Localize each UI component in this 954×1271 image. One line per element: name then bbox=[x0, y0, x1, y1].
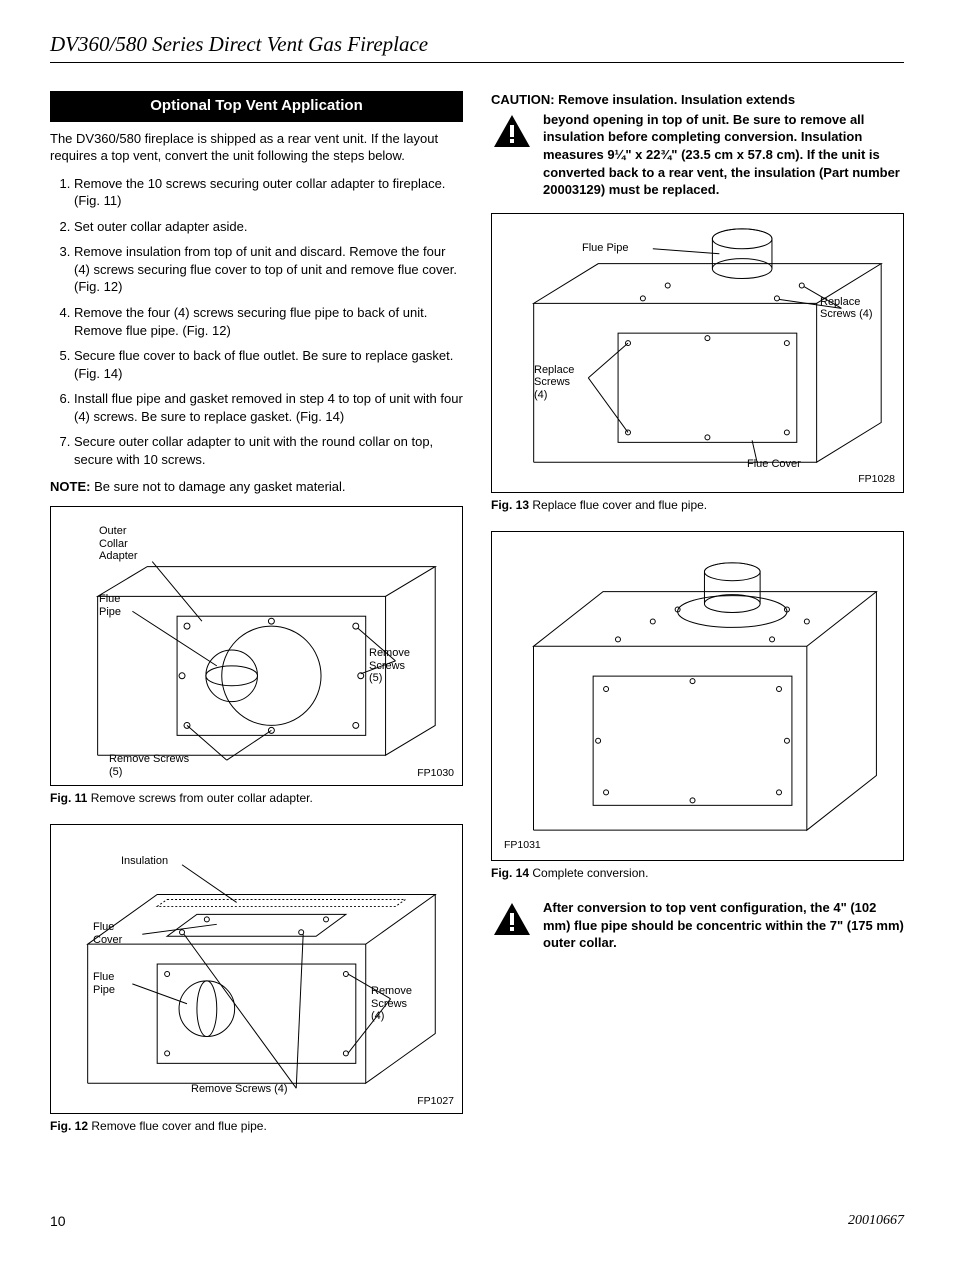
figure-12-box: Insulation Flue Cover Flue Pipe Remove S… bbox=[50, 824, 463, 1114]
fig12-caption-rest: Remove flue cover and flue pipe. bbox=[88, 1119, 267, 1133]
fig14-caption-rest: Complete conversion. bbox=[529, 866, 648, 880]
fig14-code: FP1031 bbox=[504, 838, 541, 852]
caution-text: beyond opening in top of unit. Be sure t… bbox=[543, 111, 904, 199]
fig12-label-remove-b: Remove Screws (4) bbox=[191, 1083, 288, 1096]
document-number: 20010667 bbox=[848, 1212, 904, 1231]
section-title: Optional Top Vent Application bbox=[50, 91, 463, 121]
step-item: Secure outer collar adapter to unit with… bbox=[74, 433, 463, 468]
fig13-label-replace-r: Replace Screws (4) bbox=[820, 296, 873, 321]
fig14-caption-bold: Fig. 14 bbox=[491, 866, 529, 880]
fig13-code: FP1028 bbox=[858, 472, 895, 486]
figure-11-box: Outer Collar Adapter Flue Pipe Remove Sc… bbox=[50, 506, 463, 786]
figure-13-svg bbox=[492, 214, 903, 492]
fig11-label-remove-r: Remove Screws (5) bbox=[369, 647, 410, 685]
fig14-caption: Fig. 14 Complete conversion. bbox=[491, 865, 904, 881]
step-item: Remove the 10 screws securing outer coll… bbox=[74, 175, 463, 210]
steps-list: Remove the 10 screws securing outer coll… bbox=[50, 175, 463, 469]
page-footer: 10 20010667 bbox=[50, 1212, 904, 1231]
step-item: Set outer collar adapter aside. bbox=[74, 218, 463, 236]
caution-heading-line: CAUTION: Remove insulation. Insulation e… bbox=[491, 91, 904, 109]
step-item: Remove the four (4) screws securing flue… bbox=[74, 304, 463, 339]
two-column-layout: Optional Top Vent Application The DV360/… bbox=[50, 91, 904, 1152]
caution-block: beyond opening in top of unit. Be sure t… bbox=[491, 111, 904, 199]
left-column: Optional Top Vent Application The DV360/… bbox=[50, 91, 463, 1152]
fig12-label-remove-r: Remove Screws (4) bbox=[371, 985, 412, 1023]
figure-14-svg bbox=[492, 532, 903, 860]
fig13-label-flue-cover: Flue Cover bbox=[747, 458, 801, 471]
fig12-caption: Fig. 12 Remove flue cover and flue pipe. bbox=[50, 1118, 463, 1134]
fig13-caption: Fig. 13 Replace flue cover and flue pipe… bbox=[491, 497, 904, 513]
page-header: DV360/580 Series Direct Vent Gas Firepla… bbox=[50, 30, 904, 63]
page-number: 10 bbox=[50, 1212, 66, 1231]
note-paragraph: NOTE: Be sure not to damage any gasket m… bbox=[50, 478, 463, 496]
fig11-label-outer-collar: Outer Collar Adapter bbox=[99, 525, 138, 563]
step-item: Install flue pipe and gasket removed in … bbox=[74, 390, 463, 425]
fig12-label-insulation: Insulation bbox=[121, 855, 168, 868]
fig11-label-remove-b: Remove Screws (5) bbox=[109, 753, 189, 778]
fig13-label-replace-l: Replace Screws (4) bbox=[534, 364, 574, 402]
fig11-label-flue-pipe: Flue Pipe bbox=[99, 593, 121, 618]
fig13-caption-bold: Fig. 13 bbox=[491, 498, 529, 512]
fig11-code: FP1030 bbox=[417, 766, 454, 780]
fig11-caption-rest: Remove screws from outer collar adapter. bbox=[87, 791, 312, 805]
fig13-label-flue-pipe: Flue Pipe bbox=[582, 242, 628, 255]
after-conversion-text: After conversion to top vent configurati… bbox=[543, 899, 904, 952]
warning-icon bbox=[491, 899, 533, 952]
fig11-caption: Fig. 11 Remove screws from outer collar … bbox=[50, 790, 463, 806]
figure-13-box: Flue Pipe Replace Screws (4) Replace Scr… bbox=[491, 213, 904, 493]
step-item: Remove insulation from top of unit and d… bbox=[74, 243, 463, 296]
intro-paragraph: The DV360/580 fireplace is shipped as a … bbox=[50, 130, 463, 165]
fig12-caption-bold: Fig. 12 bbox=[50, 1119, 88, 1133]
note-label: NOTE: bbox=[50, 479, 90, 494]
step-item: Secure flue cover to back of flue outlet… bbox=[74, 347, 463, 382]
right-column: CAUTION: Remove insulation. Insulation e… bbox=[491, 91, 904, 1152]
warning-icon bbox=[491, 111, 533, 199]
fig13-caption-rest: Replace flue cover and flue pipe. bbox=[529, 498, 707, 512]
figure-12-svg bbox=[51, 825, 462, 1113]
after-conversion-block: After conversion to top vent configurati… bbox=[491, 899, 904, 952]
fig11-caption-bold: Fig. 11 bbox=[50, 791, 87, 805]
fig12-code: FP1027 bbox=[417, 1094, 454, 1108]
fig12-label-flue-pipe: Flue Pipe bbox=[93, 971, 115, 996]
figure-14-box: FP1031 bbox=[491, 531, 904, 861]
fig12-label-flue-cover: Flue Cover bbox=[93, 921, 122, 946]
note-text: Be sure not to damage any gasket materia… bbox=[90, 479, 345, 494]
